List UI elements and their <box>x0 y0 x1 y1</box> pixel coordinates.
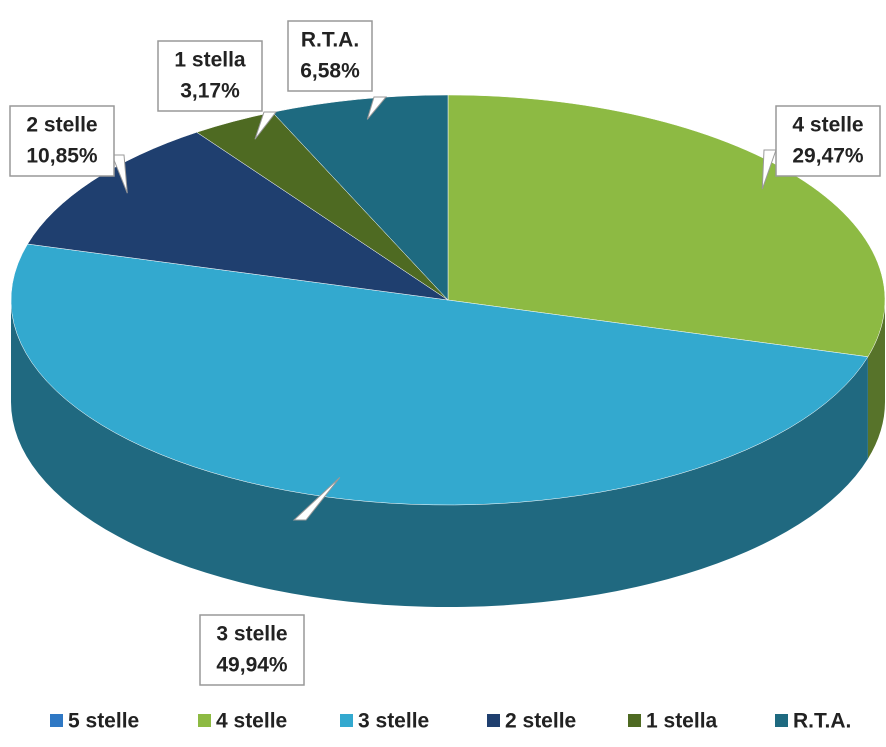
slice <box>447 94 886 358</box>
label-category: 1 stella <box>174 49 246 72</box>
label-value: 3,17% <box>180 80 240 103</box>
slice <box>271 94 449 301</box>
callout <box>254 111 278 140</box>
label-box <box>157 40 263 112</box>
callout <box>366 96 388 120</box>
label-value: 29,47% <box>792 145 864 168</box>
label-box <box>775 105 881 177</box>
label-category: R.T.A. <box>301 29 359 52</box>
legend-swatch <box>775 714 788 727</box>
label-value: 10,85% <box>26 145 98 168</box>
callout <box>761 149 777 190</box>
label-box <box>199 614 305 686</box>
legend-label: 1 stella <box>646 710 718 733</box>
legend-swatch <box>50 714 63 727</box>
callout <box>111 154 128 194</box>
label-value: 6,58% <box>300 60 360 83</box>
slice <box>27 131 449 301</box>
legend-label: 5 stelle <box>68 710 139 733</box>
label-box <box>287 20 373 92</box>
label-category: 2 stelle <box>26 114 97 137</box>
label-box <box>9 105 115 177</box>
legend-swatch <box>487 714 500 727</box>
callout <box>292 477 341 521</box>
slice-side <box>867 300 885 459</box>
legend-swatch <box>628 714 641 727</box>
legend-swatch <box>198 714 211 727</box>
legend-label: R.T.A. <box>793 710 851 733</box>
slice-side <box>11 300 868 607</box>
legend-label: 2 stelle <box>505 710 576 733</box>
label-category: 4 stelle <box>792 114 863 137</box>
slice <box>10 243 869 506</box>
label-value: 49,94% <box>216 654 288 677</box>
legend-label: 4 stelle <box>216 710 287 733</box>
label-category: 3 stelle <box>216 623 287 646</box>
legend-swatch <box>340 714 353 727</box>
legend-label: 3 stelle <box>358 710 429 733</box>
